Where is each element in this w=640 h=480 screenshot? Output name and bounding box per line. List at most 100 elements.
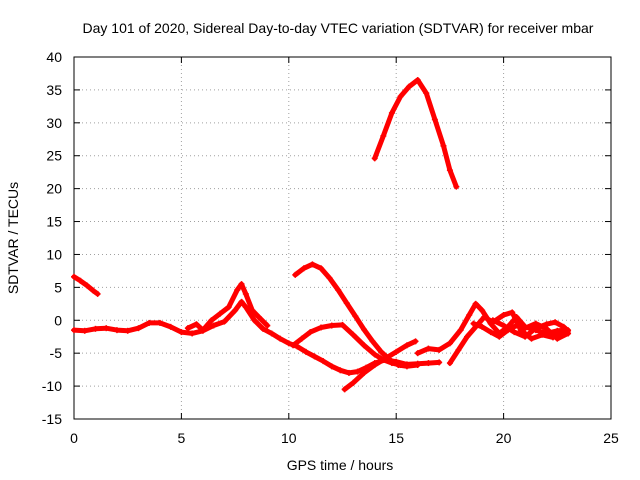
series-arc-late-rise [342, 338, 418, 392]
data-point [277, 335, 284, 342]
data-point [388, 109, 395, 116]
data-point [92, 325, 99, 332]
data-point [260, 325, 267, 332]
data-point [345, 369, 352, 376]
y-tick-label: 0 [54, 312, 62, 328]
data-point [268, 330, 275, 337]
data-point [522, 333, 529, 340]
data-point [242, 304, 249, 311]
y-tick-label: 30 [46, 115, 62, 131]
data-point [423, 90, 430, 97]
data-point [255, 313, 262, 320]
data-point [320, 358, 327, 365]
data-point [455, 346, 462, 353]
data-point [431, 116, 438, 123]
data-point [406, 83, 413, 90]
y-axis-label: SDTVAR / TECUs [5, 182, 21, 294]
data-point [221, 318, 228, 325]
data-point [242, 290, 249, 297]
data-point [77, 277, 84, 284]
data-point [103, 325, 110, 332]
data-point [339, 321, 346, 328]
data-point [464, 333, 471, 340]
data-point [470, 320, 477, 327]
data-point [500, 322, 507, 329]
series-arc-peak [372, 77, 459, 190]
data-point [532, 325, 539, 332]
data-point [71, 327, 77, 334]
data-point [539, 331, 546, 338]
data-point [511, 329, 518, 336]
data-point [481, 313, 488, 320]
y-tick-label: 20 [46, 181, 62, 197]
data-point [343, 300, 350, 307]
data-point [232, 307, 239, 314]
data-point [298, 335, 305, 342]
data-point [378, 348, 385, 355]
data-point [543, 321, 550, 328]
data-point [496, 333, 503, 340]
data-point [307, 329, 314, 336]
data-point [189, 330, 196, 337]
data-point [300, 265, 307, 272]
data-point [318, 265, 325, 272]
data-point [388, 360, 395, 367]
x-tick-label: 10 [281, 430, 297, 446]
data-point [414, 362, 421, 369]
data-point [318, 324, 325, 331]
x-tick-label: 5 [178, 430, 186, 446]
x-tick-label: 0 [70, 430, 78, 446]
data-point [479, 323, 486, 330]
data-point [326, 275, 333, 282]
data-point [371, 351, 378, 358]
x-tick-label: 25 [603, 430, 619, 446]
y-axis-ticks: -15 -10 -5 0 5 10 15 20 25 30 35 40 [42, 49, 611, 427]
data-point [466, 312, 473, 319]
y-tick-label: -15 [42, 411, 62, 427]
y-tick-label: 5 [54, 279, 62, 295]
data-point [560, 323, 567, 330]
data-point [436, 346, 443, 353]
x-tick-label: 15 [388, 430, 404, 446]
data-point [94, 290, 101, 297]
data-point [311, 353, 318, 360]
data-point [167, 323, 174, 330]
data-point [487, 329, 494, 336]
data-point [440, 142, 447, 149]
data-point [309, 261, 316, 268]
data-point [371, 362, 378, 369]
data-point [199, 327, 206, 334]
y-tick-label: 25 [46, 148, 62, 164]
data-point [393, 348, 400, 355]
data-point [369, 338, 376, 345]
data-point [285, 340, 292, 347]
data-point [234, 286, 241, 293]
data-point [360, 342, 367, 349]
data-point [414, 350, 421, 357]
chart-title: Day 101 of 2020, Sidereal Day-to-day VTE… [83, 20, 594, 36]
data-point [352, 313, 359, 320]
data-point [350, 331, 357, 338]
data-point [382, 355, 389, 362]
data-point [446, 360, 453, 367]
data-point [184, 325, 191, 332]
data-point [528, 335, 535, 342]
data-point [472, 300, 479, 307]
data-point [90, 287, 97, 294]
data-point [302, 348, 309, 355]
data-point [210, 322, 217, 329]
data-point [479, 307, 486, 314]
data-point [337, 367, 344, 374]
data-point [489, 317, 496, 324]
data-point [371, 155, 378, 162]
data-point [360, 326, 367, 333]
data-point [414, 77, 421, 84]
data-point [335, 286, 342, 293]
data-point [83, 282, 90, 289]
data-point [436, 359, 443, 366]
data-point [124, 327, 131, 334]
y-tick-label: -10 [42, 378, 62, 394]
data-point [135, 325, 142, 332]
data-point [156, 319, 163, 326]
data-point [81, 327, 88, 334]
